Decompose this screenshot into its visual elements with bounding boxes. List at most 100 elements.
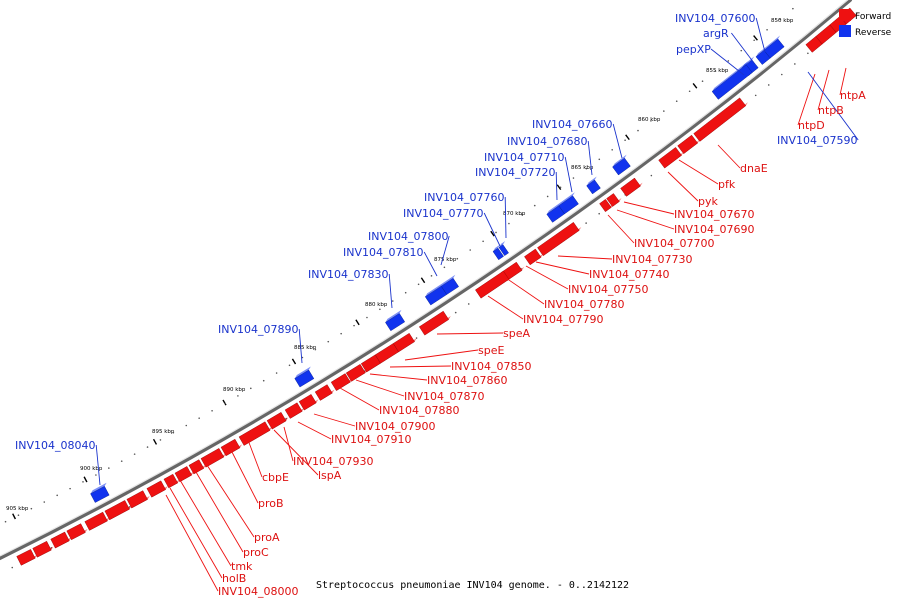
forward-gene-arrow xyxy=(658,147,682,169)
scale-dot xyxy=(430,275,433,277)
scale-dot xyxy=(404,291,407,294)
reverse-gene-label: INV104_08040 xyxy=(15,439,96,452)
forward-gene-arrow xyxy=(84,511,108,531)
scale-tick-label: 895 kbp xyxy=(152,429,175,435)
scale-dot xyxy=(688,90,691,93)
scale-dot xyxy=(120,460,123,462)
scale-dot xyxy=(133,453,136,455)
scale-dot xyxy=(572,177,575,179)
scale-dot xyxy=(159,439,162,441)
scale-dot xyxy=(249,387,252,390)
label-leader-line xyxy=(839,67,847,96)
label-leader-line xyxy=(423,251,438,277)
scale-dot xyxy=(353,324,355,327)
label-leader-line xyxy=(436,332,504,335)
forward-gene-label: proB xyxy=(258,497,284,510)
scale-dot xyxy=(415,337,418,339)
scale-dot xyxy=(262,379,265,382)
scale-dot xyxy=(146,446,149,448)
reverse-gene-face xyxy=(425,282,444,297)
forward-gene-label: INV104_07730 xyxy=(612,253,693,266)
scale-dot xyxy=(30,507,33,510)
label-leader-line xyxy=(273,429,319,476)
forward-gene-label: ntpD xyxy=(798,119,825,132)
forward-gene-arrow xyxy=(537,222,580,257)
reverse-gene-face xyxy=(385,309,402,323)
forward-gene-arrow xyxy=(524,248,542,266)
scale-dot xyxy=(650,120,652,122)
scale-dot xyxy=(598,158,601,161)
forward-gene-label: lspA xyxy=(318,469,342,482)
forward-gene-arrow xyxy=(66,523,86,541)
label-leader-line xyxy=(557,255,613,260)
reverse-gene-label: INV104_07590 xyxy=(777,134,858,147)
label-leader-line xyxy=(283,426,294,462)
label-leader-line xyxy=(667,171,699,202)
forward-gene-label: INV104_07850 xyxy=(451,360,532,373)
scale-dot xyxy=(767,84,770,86)
forward-gene-label: ntpB xyxy=(818,104,844,117)
scale-tick-mark xyxy=(625,134,630,141)
reverse-gene-label: INV104_07680 xyxy=(507,135,588,148)
scale-tick-label: 865 kbp xyxy=(571,165,594,171)
scale-dot xyxy=(754,94,757,97)
scale-dot xyxy=(172,431,175,434)
scale-dot xyxy=(69,487,71,490)
scale-tick-mark xyxy=(222,399,227,406)
scale-tick-label: 850 kbp xyxy=(771,18,794,24)
reverse-gene-label: INV104_07890 xyxy=(218,323,299,336)
forward-gene-label: INV104_07880 xyxy=(379,404,460,417)
reverse-gene-arrow xyxy=(385,313,406,332)
scale-dot xyxy=(714,70,717,72)
forward-gene-label: tmk xyxy=(231,560,253,573)
scale-dot xyxy=(740,49,743,52)
reverse-gene-face xyxy=(90,482,107,494)
scale-tick-label: 890 kbp xyxy=(223,387,246,393)
scale-tick-label: 900 kbp xyxy=(80,466,103,472)
label-leader-line xyxy=(710,48,745,76)
forward-gene-label: proA xyxy=(254,531,280,544)
label-leader-line xyxy=(95,444,101,486)
reverse-gene-face xyxy=(612,154,627,167)
scale-dot xyxy=(82,481,84,483)
scale-tick-label: 905 kbp xyxy=(6,506,29,512)
scale-dot xyxy=(211,410,213,412)
forward-gene-label: ntpA xyxy=(840,89,866,102)
legend-reverse-label: Reverse xyxy=(855,28,892,38)
reverse-gene-face xyxy=(492,244,501,252)
scale-dot xyxy=(794,63,796,65)
forward-gene-arrow xyxy=(174,466,193,483)
scale-tick-label: 855 kbp xyxy=(706,68,729,74)
scale-dot xyxy=(495,231,497,234)
scale-dot xyxy=(675,100,678,103)
forward-gene-arrow xyxy=(475,270,510,299)
scale-dot xyxy=(224,402,226,405)
scale-dot xyxy=(624,139,626,142)
scale-dot xyxy=(585,167,588,170)
scale-dot xyxy=(454,311,457,314)
scale-tick-mark xyxy=(355,319,360,326)
reverse-gene-label: INV104_07710 xyxy=(484,151,565,164)
reverse-gene-label: argR xyxy=(703,27,729,40)
scale-dot xyxy=(611,148,613,151)
reverse-gene-label: INV104_07600 xyxy=(675,12,756,25)
scale-dot xyxy=(521,213,523,216)
scale-dot xyxy=(779,18,781,21)
label-leader-line xyxy=(389,365,452,368)
forward-gene-arrow xyxy=(126,490,148,509)
reverse-gene-label: INV104_07660 xyxy=(532,118,613,131)
label-leader-line xyxy=(195,471,244,553)
label-leader-line xyxy=(807,71,859,141)
scale-tick-mark xyxy=(556,184,562,191)
label-leader-line xyxy=(313,413,356,427)
forward-gene-label: speA xyxy=(503,327,530,340)
forward-gene-arrow xyxy=(32,540,52,558)
forward-gene-arrow xyxy=(418,310,450,336)
reverse-gene-arrow xyxy=(492,247,504,261)
label-leader-line xyxy=(587,140,593,176)
legend: Forward Reverse xyxy=(839,9,892,38)
forward-gene-arrow xyxy=(200,448,225,468)
reverse-gene-face xyxy=(586,176,597,186)
reverse-gene-arrow xyxy=(498,244,509,256)
forward-gene-label: INV104_07700 xyxy=(634,237,715,250)
